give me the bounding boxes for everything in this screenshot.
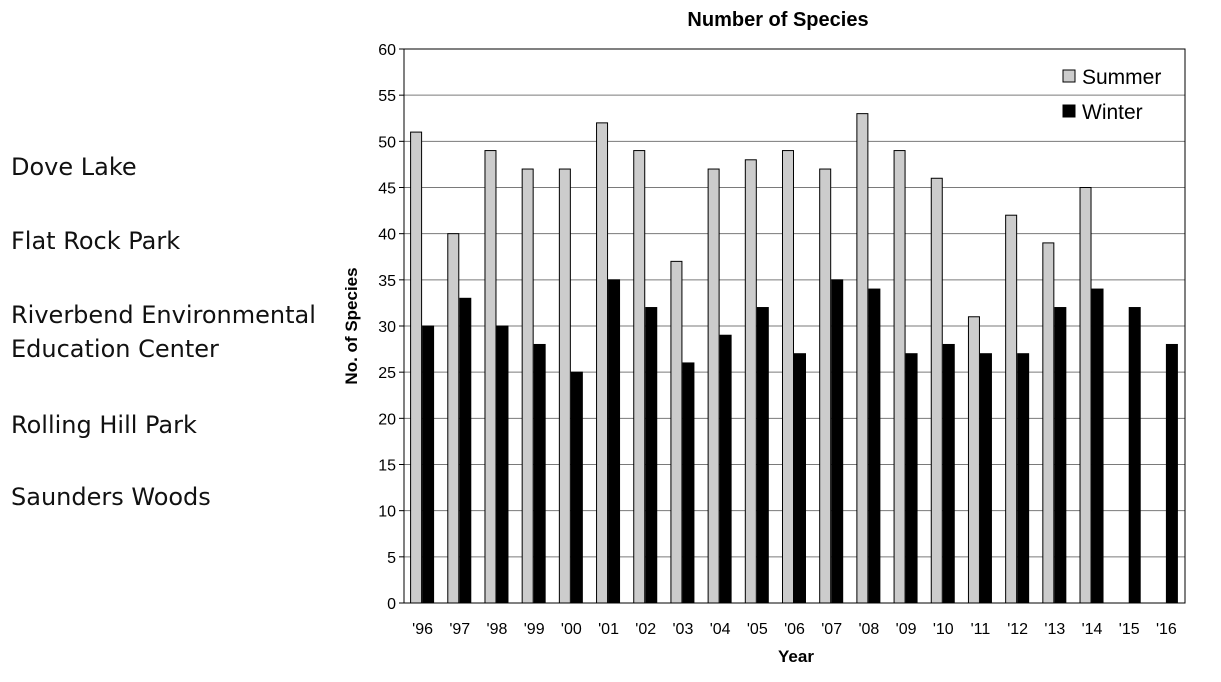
legend-swatch — [1062, 69, 1076, 83]
summer-bar — [447, 233, 460, 604]
winter-bar — [1017, 353, 1030, 604]
x-tick-label: '14 — [1082, 621, 1103, 638]
winter-bar — [905, 353, 918, 604]
winter-bar — [608, 279, 621, 604]
site-name: Flat Rock Park — [11, 227, 181, 255]
x-tick-label: '07 — [821, 621, 842, 638]
winter-bar — [831, 279, 844, 604]
summer-bar — [558, 168, 571, 604]
x-tick-label: '05 — [747, 621, 768, 638]
y-tick-label: 55 — [378, 88, 396, 105]
x-tick-label: '04 — [710, 621, 731, 638]
x-tick-label: '09 — [896, 621, 917, 638]
site-name: Rolling Hill Park — [11, 411, 197, 439]
y-tick-label: 0 — [387, 596, 396, 613]
winter-bar — [1054, 307, 1067, 604]
x-tick-label: '08 — [858, 621, 879, 638]
winter-bar — [496, 325, 509, 604]
y-tick-label: 30 — [378, 319, 396, 336]
x-tick-label: '16 — [1156, 621, 1177, 638]
summer-bar — [1079, 187, 1092, 604]
legend-label: Summer — [1082, 66, 1161, 89]
winter-bar — [942, 343, 955, 604]
x-tick-label: '96 — [412, 621, 433, 638]
y-axis-ticks: 0 5 10 15 20 25 30 35 40 45 50 55 60 — [378, 42, 404, 613]
winter-bar — [794, 353, 806, 604]
legend-label: Winter — [1082, 101, 1143, 124]
winter-bar — [533, 343, 546, 604]
x-tick-label: '15 — [1119, 621, 1140, 638]
x-tick-label: '98 — [487, 621, 508, 638]
summer-bar — [744, 159, 757, 604]
winter-bar — [422, 325, 435, 604]
y-tick-label: 10 — [378, 504, 396, 521]
site-list: Dove Lake Flat Rock Park Riverbend Environ… — [11, 0, 341, 682]
winter-bar — [1128, 307, 1141, 604]
y-tick-label: 45 — [378, 181, 396, 198]
legend-swatch — [1062, 104, 1076, 118]
site-name: Riverbend Environmental Education Center — [11, 301, 316, 363]
summer-bar — [782, 150, 794, 604]
summer-bar — [707, 168, 720, 604]
x-tick-label: '10 — [933, 621, 954, 638]
summer-bar — [1042, 242, 1055, 604]
y-axis-title: No. of Species — [342, 267, 361, 384]
x-tick-label: '02 — [635, 621, 656, 638]
winter-bar — [868, 288, 881, 604]
x-tick-label: '99 — [524, 621, 545, 638]
x-tick-label: '06 — [784, 621, 805, 638]
summer-bar — [967, 316, 980, 604]
summer-bar — [596, 122, 609, 604]
y-tick-label: 60 — [378, 42, 396, 59]
summer-bar — [484, 150, 497, 604]
y-tick-label: 15 — [378, 458, 396, 475]
y-tick-label: 20 — [378, 411, 396, 428]
winter-bar — [979, 353, 992, 604]
x-tick-label: '03 — [672, 621, 693, 638]
y-tick-label: 50 — [378, 134, 396, 151]
x-tick-label: '01 — [598, 621, 619, 638]
x-tick-label: '97 — [449, 621, 470, 638]
summer-bar — [521, 168, 534, 604]
chart-title: Number of Species — [687, 9, 868, 31]
x-tick-label: '12 — [1007, 621, 1028, 638]
summer-bar — [856, 113, 869, 604]
winter-bar — [459, 297, 472, 604]
y-tick-label: 35 — [378, 273, 396, 290]
x-tick-label: '11 — [971, 621, 991, 638]
winter-bar — [1165, 343, 1178, 604]
summer-bar — [410, 131, 423, 604]
x-axis-ticks: '96 '97 '98 '99 '00 '01 '02 '03 '04 '05 '06 '07 '08 '… — [412, 621, 1177, 638]
site-name: Saunders Woods — [11, 483, 211, 511]
y-tick-label: 25 — [378, 365, 396, 382]
summer-bar — [893, 150, 906, 604]
winter-bar — [756, 307, 769, 604]
winter-bar — [719, 334, 732, 604]
species-bar-chart: Number of Species 0 5 10 15 20 25 30 35 40 45 50 55… — [342, 9, 1186, 666]
winter-bar — [682, 362, 695, 604]
summer-bar — [1005, 214, 1018, 604]
legend: Summer Winter — [1062, 66, 1161, 124]
winter-bar — [570, 371, 583, 604]
x-tick-label: '13 — [1044, 621, 1065, 638]
summer-bar — [930, 177, 943, 604]
x-axis-title: Year — [778, 647, 814, 666]
winter-bar — [1091, 288, 1104, 604]
summer-bar — [633, 150, 646, 604]
winter-bar — [645, 307, 658, 604]
summer-bar — [819, 168, 832, 604]
y-tick-label: 5 — [387, 550, 396, 567]
y-tick-label: 40 — [378, 227, 396, 244]
summer-bar — [670, 260, 683, 604]
site-name: Dove Lake — [11, 153, 137, 181]
x-tick-label: '00 — [561, 621, 582, 638]
